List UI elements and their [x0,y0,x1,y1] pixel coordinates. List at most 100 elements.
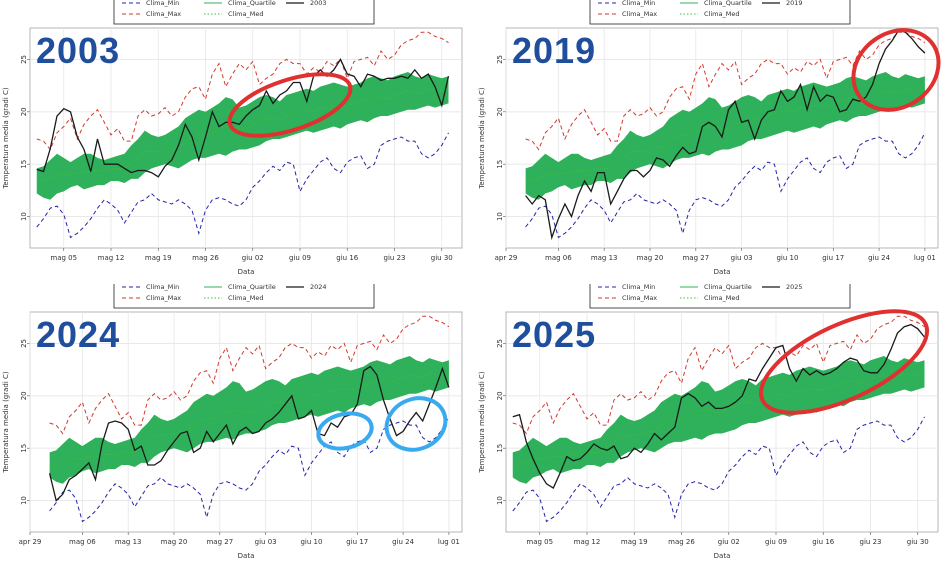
x-tick-label: mag 19 [621,538,648,546]
x-tick-label: giu 23 [384,254,406,262]
chart-panel-2025: Clima_Min Clima_Max Clima_Quartile Clima_Me… [476,284,952,568]
year-label: 2024 [36,314,121,355]
y-tick-label: 20 [496,107,504,116]
series-line-2025 [512,323,926,489]
x-tick-label: giu 03 [731,254,753,262]
x-tick-label: giu 17 [822,254,844,262]
legend-label: 2003 [310,0,327,7]
y-axis-title: Temperatura media (gradi C) [2,371,10,474]
x-tick-label: mag 05 [526,538,553,546]
y-tick-label: 10 [20,212,28,221]
year-label: 2003 [36,30,121,71]
y-tick-label: 20 [496,391,504,400]
highlight-ellipse [316,411,374,451]
x-tick-label: mag 20 [161,538,188,546]
legend-label: Clima_Min [622,284,655,291]
clima-max-line [36,31,449,151]
chart-panel-2024: Clima_Min Clima_Max Clima_Quartile Clima_Me… [0,284,476,568]
legend-label: Clima_Max [146,10,181,18]
x-tick-label: giu 02 [242,254,264,262]
x-tick-label: giu 09 [765,538,787,546]
clima-med-line [49,372,450,466]
x-tick-label: apr 29 [19,538,42,546]
y-tick-label: 25 [20,55,28,64]
legend-label: Clima_Min [146,284,179,291]
legend-box [589,0,851,25]
chart-svg: Clima_Min Clima_Max Clima_Quartile Clima_Me… [478,284,939,560]
legend-label: Clima_Max [146,294,181,302]
y-tick-label: 20 [20,107,28,116]
y-tick-label: 25 [496,55,504,64]
x-tick-label: giu 30 [907,538,929,546]
legend-label: Clima_Max [622,10,657,18]
quartile-band [49,356,449,484]
legend-label: Clima_Min [146,0,179,7]
x-axis-title: Data [238,552,255,560]
year-label: 2019 [512,30,597,71]
y-axis-title: Temperatura media (gradi C) [478,371,486,474]
clima-max-line [512,315,925,435]
legend-label: Clima_Quartile [228,284,276,291]
x-tick-label: giu 02 [718,538,740,546]
y-tick-label: 15 [496,160,504,169]
clima-max-line [525,31,926,151]
x-tick-label: mag 20 [637,254,664,262]
y-axis-title: Temperatura media (gradi C) [478,87,486,190]
x-tick-label: mag 13 [115,538,142,546]
legend-label: Clima_Med [228,294,263,302]
x-tick-label: lug 01 [914,254,936,262]
x-tick-label: mag 27 [206,538,233,546]
x-tick-label: giu 10 [300,538,322,546]
legend-label: 2024 [310,284,327,291]
series-line-2003 [36,58,450,178]
x-tick-label: giu 24 [392,538,415,546]
y-tick-label: 10 [496,496,504,505]
x-tick-label: mag 27 [682,254,709,262]
quartile-band [512,356,925,484]
x-tick-label: mag 26 [192,254,219,262]
x-tick-label: giu 09 [289,254,311,262]
x-tick-label: lug 01 [438,538,460,546]
legend-box [113,284,375,309]
x-tick-label: giu 17 [346,538,368,546]
clima-max-line [49,315,450,435]
x-tick-label: mag 19 [145,254,172,262]
x-tick-label: mag 05 [50,254,77,262]
highlight-ellipse [384,396,448,452]
x-tick-label: mag 26 [668,538,695,546]
legend-label: 2019 [786,0,803,7]
x-tick-label: giu 23 [860,538,882,546]
legend-label: Clima_Quartile [704,284,752,291]
legend-label: Clima_Max [622,294,657,302]
x-tick-label: mag 12 [98,254,125,262]
y-tick-label: 15 [20,160,28,169]
x-tick-label: giu 03 [255,538,277,546]
chart-svg: Clima_Min Clima_Max Clima_Quartile Clima_Me… [2,284,463,560]
clima-min-line [512,416,925,523]
legend-label: Clima_Quartile [704,0,752,7]
legend-label: Clima_Quartile [228,0,276,7]
highlight-ellipse [851,28,941,112]
chart-svg: Clima_Min Clima_Max Clima_Quartile Clima_Me… [478,0,941,276]
chart-svg: Clima_Min Clima_Max Clima_Quartile Clima_Me… [2,0,463,276]
legend-label: Clima_Med [228,10,263,18]
legend-box [589,284,851,309]
y-tick-label: 15 [20,444,28,453]
x-tick-label: mag 12 [574,538,601,546]
clima-med-line [36,88,449,182]
x-tick-label: mag 13 [591,254,618,262]
y-axis-title: Temperatura media (gradi C) [2,87,10,190]
y-tick-label: 20 [20,391,28,400]
legend-label: Clima_Min [622,0,655,7]
legend-label: Clima_Med [704,294,739,302]
quartile-band [525,72,925,200]
x-tick-label: apr 29 [495,254,518,262]
clima-min-line [36,132,449,239]
y-tick-label: 10 [20,496,28,505]
x-axis-title: Data [714,552,731,560]
x-tick-label: mag 06 [69,538,96,546]
y-tick-label: 25 [496,339,504,348]
highlight-ellipse [227,72,353,138]
legend-box [113,0,375,25]
y-tick-label: 15 [496,444,504,453]
